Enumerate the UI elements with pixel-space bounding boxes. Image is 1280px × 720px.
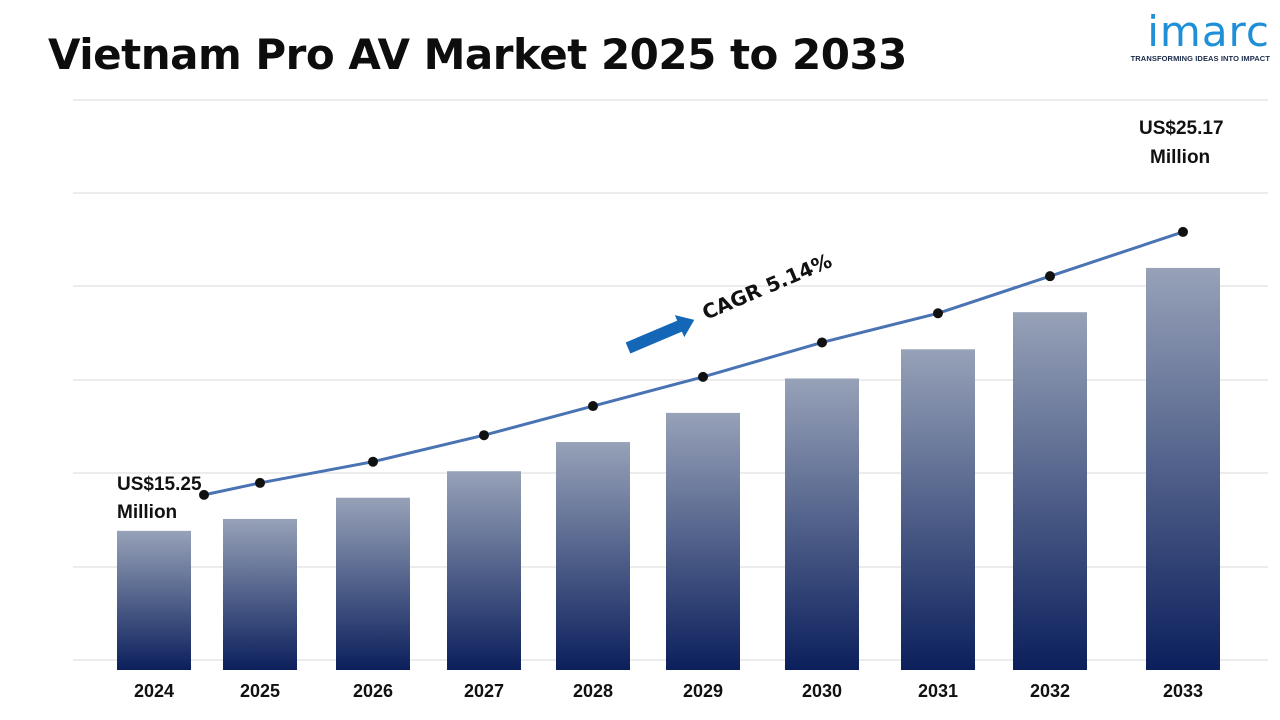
trend-polyline [203, 230, 1184, 497]
cagr-label: CAGR 5.14% [699, 248, 836, 324]
page-title: Vietnam Pro AV Market 2025 to 2033 [48, 30, 907, 79]
trend-line [199, 226, 1188, 500]
x-tick-2030: 2030 [802, 681, 842, 701]
x-tick-2026: 2026 [353, 681, 393, 701]
bar-2033 [1146, 267, 1220, 670]
logo-tagline: TRANSFORMING IDEAS INTO IMPACT [1130, 54, 1270, 63]
logo-wordmark: imarc [1147, 7, 1270, 56]
imarc-logo: imarc TRANSFORMING IDEAS INTO IMPACT [1110, 7, 1270, 64]
x-tick-2033: 2033 [1163, 681, 1203, 701]
bars [117, 267, 1220, 670]
x-tick-2028: 2028 [573, 681, 613, 701]
bar-2025 [223, 518, 297, 670]
trend-marker-2027 [479, 430, 489, 441]
trend-marker-2033 [1178, 226, 1188, 237]
cagr-arrow-head [674, 315, 695, 338]
end-unit-label: Million [1150, 147, 1210, 168]
x-tick-2027: 2027 [464, 681, 504, 701]
start-value-label: US$15.25 [117, 474, 202, 495]
bar-2028 [556, 442, 630, 670]
trend-marker-2024 [199, 489, 209, 500]
trend-marker-2029 [698, 371, 708, 382]
trend-marker-2032 [1045, 271, 1055, 282]
cagr-arrow-shaft [625, 319, 684, 354]
x-tick-2025: 2025 [240, 681, 280, 701]
bar-2024 [117, 530, 191, 670]
trend-marker-2031 [933, 308, 943, 319]
trend-marker-2028 [588, 401, 598, 412]
start-unit-label: Million [117, 502, 177, 523]
x-tick-2032: 2032 [1030, 681, 1070, 701]
bar-2026 [336, 497, 410, 670]
bar-2031 [901, 349, 975, 670]
x-axis-ticks: 2024 2025 2026 2027 2028 2029 2030 2031 2032 2033 [134, 681, 1203, 701]
bar-2029 [666, 412, 740, 670]
trend-marker-2026 [368, 456, 378, 467]
x-tick-2024: 2024 [134, 681, 174, 701]
cagr-arrow [625, 315, 695, 354]
bar-2030 [785, 378, 859, 670]
x-tick-2031: 2031 [918, 681, 958, 701]
trend-marker-2030 [817, 337, 827, 348]
bar-2032 [1013, 312, 1087, 670]
bar-2027 [447, 471, 521, 670]
end-value-label: US$25.17 [1139, 118, 1224, 139]
x-tick-2029: 2029 [683, 681, 723, 701]
trend-marker-2025 [255, 477, 265, 488]
